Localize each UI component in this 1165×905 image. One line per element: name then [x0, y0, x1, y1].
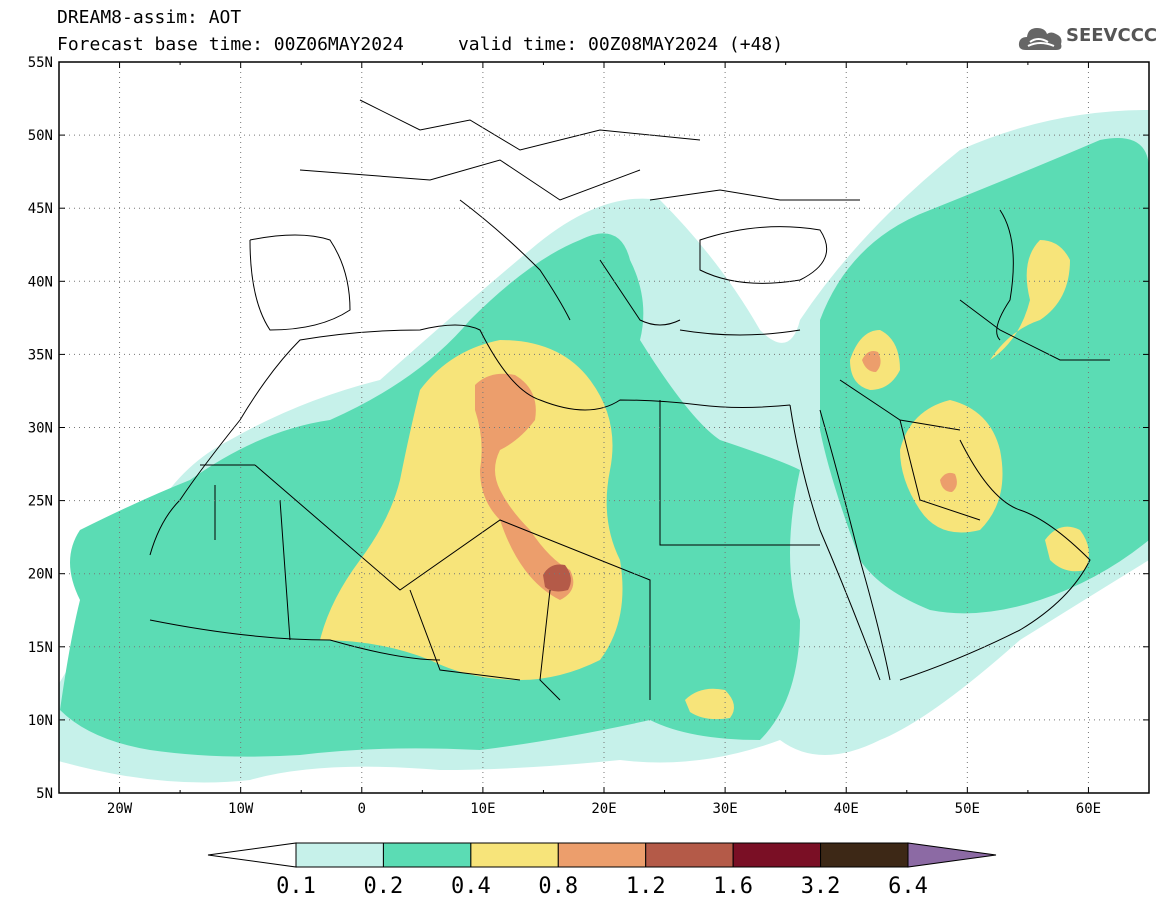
lon-label: 20E [591, 801, 616, 817]
colorbar-high-arrow [907, 842, 997, 868]
colorbar-swatch [382, 842, 472, 868]
border-iran [959, 299, 1110, 361]
forecast-times: Forecast base time: 00Z06MAY2024 valid t… [57, 34, 784, 55]
lon-label: 30E [712, 801, 737, 817]
aot-band-0.4-iran [990, 240, 1070, 360]
aot-band-0.8 [475, 373, 574, 600]
lon-label: 50E [955, 801, 980, 817]
logo-text: SEEVCCC [1066, 25, 1158, 46]
aot-band-0.8-iraq [940, 472, 957, 492]
colorbar-label: 0.2 [364, 874, 404, 899]
lon-label: 10E [470, 801, 495, 817]
colorbar-label: 1.2 [626, 874, 666, 899]
colorbar: 0.1 0.2 0.4 0.8 1.2 1.6 3.2 6.4 [207, 842, 997, 899]
colorbar-swatch [295, 842, 384, 868]
border-sahel [149, 619, 441, 661]
border-sahara-1 [254, 464, 651, 700]
lat-label: 25N [28, 494, 53, 510]
colorbar-label: 0.1 [276, 874, 316, 899]
colorbar-low-arrow [207, 842, 297, 868]
border-europe-1 [299, 159, 641, 201]
colorbar-swatch [557, 842, 647, 868]
graticule [59, 62, 1149, 793]
lat-label: 45N [28, 201, 53, 217]
border-europe-3 [649, 189, 860, 201]
cloud-icon [1018, 28, 1062, 50]
caspian-sea [996, 209, 1014, 341]
border-niger [409, 589, 521, 681]
colorbar-label: 0.4 [451, 874, 491, 899]
colorbar-swatch [732, 842, 822, 868]
lat-label: 20N [28, 567, 53, 583]
arabia-east-coast [899, 439, 1091, 681]
colorbar-swatch [470, 842, 559, 868]
map-title: DREAM8-assim: AOT [57, 7, 242, 28]
lat-label: 55N [28, 55, 53, 71]
red-sea-coast [789, 404, 881, 681]
lat-label: 40N [28, 274, 53, 290]
colorbar-swatch [820, 842, 909, 868]
border-mideast [839, 379, 981, 521]
lon-label: 10W [228, 801, 254, 817]
lat-label: 10N [28, 713, 53, 729]
aot-band-0.4-sudan [685, 688, 734, 720]
lat-label: 30N [28, 421, 53, 437]
country-borders [149, 99, 1110, 701]
aot-band-0.4 [320, 340, 623, 680]
aot-band-0.4-oman [1045, 526, 1089, 572]
colorbar-label: 3.2 [801, 874, 841, 899]
aot-band-0.8-syria [862, 351, 881, 372]
italy-coast [459, 199, 571, 321]
lon-label: 60E [1076, 801, 1101, 817]
aot-band-0.4-iraq [900, 400, 1003, 533]
seevccc-logo: SEEVCCC [1018, 22, 1157, 56]
colorbar-label: 6.4 [888, 874, 928, 899]
north-africa-coast [149, 324, 791, 556]
lon-label: 20W [107, 801, 133, 817]
arabia-west-coast [819, 409, 891, 681]
colorbar-swatch [645, 842, 734, 868]
lat-label: 35N [28, 347, 53, 363]
iberia-coast [249, 234, 351, 331]
aot-band-1.2 [543, 564, 571, 592]
lat-label: 5N [36, 786, 53, 802]
greece-coast [599, 259, 681, 326]
lon-label: 0 [358, 801, 366, 817]
lat-label: 15N [28, 640, 53, 656]
colorbar-label: 1.6 [713, 874, 753, 899]
border-sahara-2 [200, 464, 291, 641]
black-sea [699, 226, 828, 284]
border-chad [539, 589, 561, 701]
aot-field [59, 110, 1149, 783]
border-europe-2 [359, 99, 701, 151]
border-libya-egypt [659, 400, 820, 546]
lat-label: 50N [28, 128, 53, 144]
colorbar-label: 0.8 [538, 874, 578, 899]
lon-label: 40E [834, 801, 859, 817]
axis-ticks: 55N 50N 45N 40N 35N 30N 25N 20N 15N 10N 5N 20W 10W 0 1… [28, 55, 1150, 817]
turkey-coast [679, 329, 801, 336]
